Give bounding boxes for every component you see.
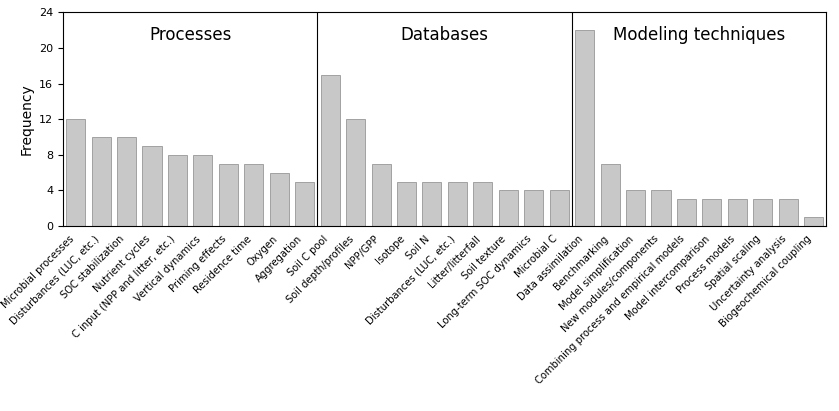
Bar — [397, 182, 416, 226]
Bar — [320, 75, 340, 226]
Bar — [295, 182, 315, 226]
Bar — [498, 190, 518, 226]
Bar — [804, 217, 823, 226]
Bar — [727, 199, 747, 226]
Bar — [448, 182, 467, 226]
Bar — [626, 190, 645, 226]
Bar — [244, 164, 263, 226]
Bar — [372, 164, 391, 226]
Y-axis label: Frequency: Frequency — [19, 83, 34, 155]
Bar — [651, 190, 670, 226]
Bar — [422, 182, 441, 226]
Bar — [219, 164, 238, 226]
Bar — [346, 119, 365, 226]
Text: Processes: Processes — [149, 25, 232, 44]
Bar — [677, 199, 696, 226]
Bar — [117, 137, 136, 226]
Bar — [753, 199, 773, 226]
Bar — [193, 155, 212, 226]
Bar — [66, 119, 86, 226]
Bar — [601, 164, 620, 226]
Bar — [550, 190, 569, 226]
Text: Databases: Databases — [401, 25, 488, 44]
Bar — [269, 173, 289, 226]
Text: Modeling techniques: Modeling techniques — [613, 25, 785, 44]
Bar — [91, 137, 111, 226]
Bar — [168, 155, 187, 226]
Bar — [779, 199, 798, 226]
Bar — [702, 199, 722, 226]
Bar — [143, 146, 162, 226]
Bar — [524, 190, 544, 226]
Bar — [473, 182, 492, 226]
Bar — [575, 30, 594, 226]
